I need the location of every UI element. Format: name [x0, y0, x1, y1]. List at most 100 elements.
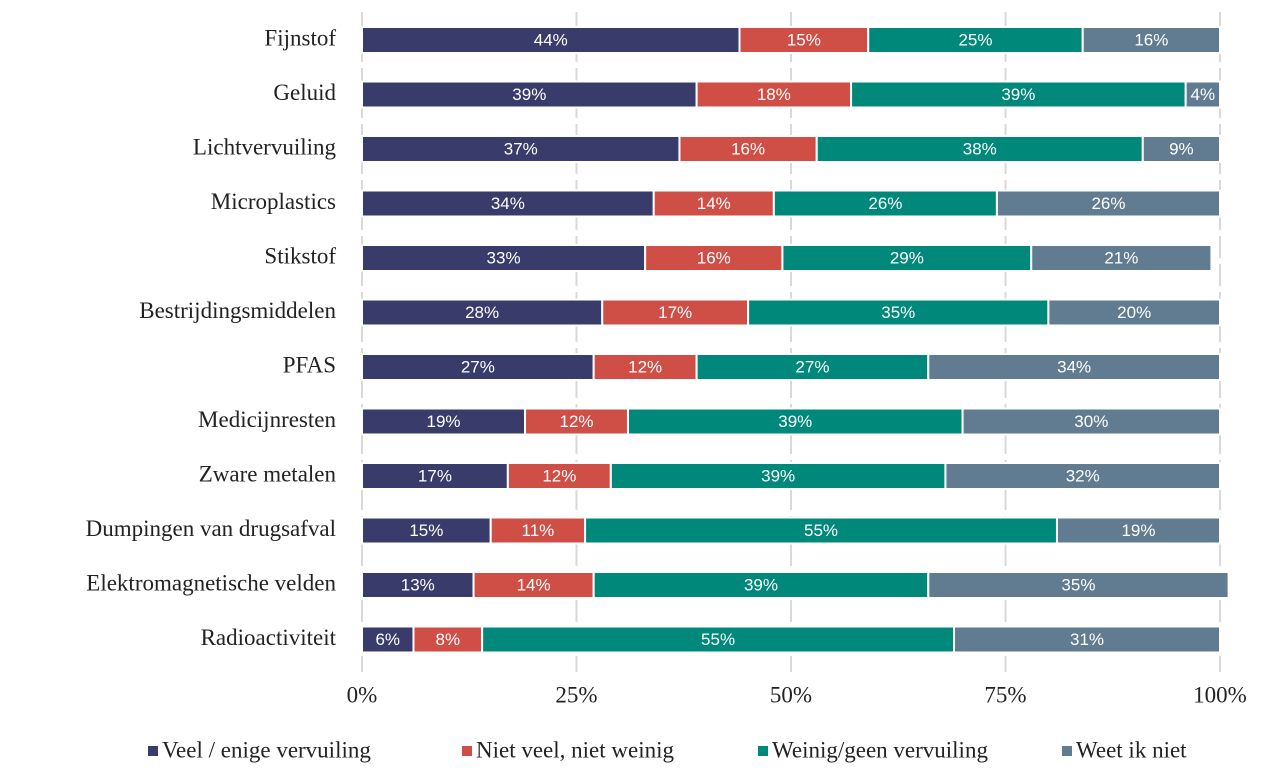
- data-label: 55%: [701, 630, 735, 649]
- legend-label: Veel / enige vervuiling: [162, 737, 371, 762]
- bar-segment: [361, 516, 492, 545]
- bar-segment: [361, 135, 681, 163]
- data-label: 21%: [1104, 248, 1138, 267]
- data-label: 20%: [1117, 303, 1151, 322]
- bar-segment: [472, 571, 595, 599]
- legend-swatch: [758, 746, 768, 756]
- legend-swatch: [1062, 746, 1072, 756]
- data-label: 34%: [491, 194, 525, 213]
- bar-segment: [361, 353, 595, 381]
- x-tick-label: 100%: [1193, 682, 1247, 707]
- y-tick-label: Lichtvervuiling: [193, 134, 337, 159]
- bar-segment: [644, 244, 784, 272]
- bar-segment: [944, 462, 1221, 490]
- y-tick-label: Medicijnresten: [198, 407, 336, 432]
- data-label: 19%: [426, 412, 460, 431]
- y-tick-label: Dumpingen van drugsafval: [86, 516, 336, 541]
- bar-segment: [361, 571, 475, 599]
- data-label: 9%: [1169, 139, 1194, 158]
- x-tick-label: 25%: [555, 682, 597, 707]
- legend-label: Weinig/geen vervuiling: [772, 737, 988, 762]
- y-tick-label: Bestrijdingsmiddelen: [139, 298, 336, 323]
- data-label: 12%: [559, 412, 593, 431]
- bar-segment: [652, 189, 775, 218]
- data-label: 27%: [461, 357, 495, 376]
- bar-segment: [412, 625, 484, 654]
- data-label: 55%: [804, 521, 838, 540]
- x-tick-label: 0%: [347, 682, 378, 707]
- bar-segment: [695, 353, 930, 381]
- data-label: 29%: [890, 248, 924, 267]
- legend-swatch: [462, 746, 472, 756]
- bar-segment: [1184, 80, 1222, 109]
- x-tick-label: 50%: [770, 682, 812, 707]
- data-label: 25%: [958, 30, 992, 49]
- data-label: 14%: [697, 194, 731, 213]
- data-label: 39%: [744, 575, 778, 594]
- bar-segment: [953, 625, 1222, 654]
- data-label: 12%: [542, 466, 576, 485]
- data-label: 26%: [868, 194, 902, 213]
- y-tick-label: Geluid: [273, 80, 336, 105]
- bar-segment: [1030, 244, 1213, 272]
- y-tick-label: Elektromagnetische velden: [86, 570, 336, 595]
- data-label: 17%: [418, 466, 452, 485]
- data-label: 26%: [1091, 194, 1125, 213]
- legend-label: Niet veel, niet weinig: [476, 737, 674, 762]
- y-tick-label: Zware metalen: [199, 461, 337, 486]
- data-label: 39%: [761, 466, 795, 485]
- bar-segment: [678, 135, 818, 163]
- data-label: 16%: [1134, 30, 1168, 49]
- data-label: 17%: [658, 303, 692, 322]
- bar-segment: [626, 407, 964, 436]
- data-label: 35%: [881, 303, 915, 322]
- bar-segment: [850, 80, 1187, 109]
- bar-segment: [361, 407, 527, 436]
- bar-segment: [738, 26, 870, 54]
- legend-swatch: [148, 746, 158, 756]
- data-label: 37%: [504, 139, 538, 158]
- data-label: 27%: [795, 357, 829, 376]
- bar-segment: [1047, 298, 1222, 327]
- y-tick-label: Radioactiviteit: [201, 625, 337, 650]
- data-label: 28%: [465, 303, 499, 322]
- bar-segment: [695, 80, 853, 109]
- data-label: 16%: [731, 139, 765, 158]
- x-tick-label: 75%: [984, 682, 1026, 707]
- data-label: 32%: [1066, 466, 1100, 485]
- bar-segment: [772, 189, 998, 218]
- data-label: 8%: [436, 630, 461, 649]
- data-label: 12%: [628, 357, 662, 376]
- data-label: 33%: [487, 248, 521, 267]
- data-label: 15%: [409, 521, 443, 540]
- bar-segment: [361, 80, 698, 109]
- y-tick-label: Fijnstof: [264, 25, 336, 50]
- data-label: 31%: [1070, 630, 1104, 649]
- data-label: 30%: [1074, 412, 1108, 431]
- y-tick-label: Microplastics: [211, 189, 336, 214]
- bar-segment: [961, 407, 1221, 436]
- bar-segment: [1081, 26, 1221, 54]
- data-label: 6%: [375, 630, 400, 649]
- data-label: 13%: [401, 575, 435, 594]
- bar-segment: [584, 516, 1058, 545]
- data-label: 34%: [1057, 357, 1091, 376]
- data-label: 39%: [512, 85, 546, 104]
- data-label: 11%: [522, 521, 555, 540]
- bar-segment: [781, 244, 1033, 272]
- legend-label: Weet ik niet: [1076, 737, 1187, 762]
- bar-segment: [361, 189, 655, 218]
- data-label: 4%: [1191, 85, 1216, 104]
- data-label: 38%: [963, 139, 997, 158]
- bar-segment: [592, 571, 930, 599]
- bar-segment: [1055, 516, 1221, 545]
- y-tick-label: PFAS: [283, 352, 336, 377]
- bar-segment: [506, 462, 612, 490]
- data-label: 14%: [517, 575, 551, 594]
- bar-segment: [815, 135, 1144, 163]
- data-label: 19%: [1121, 521, 1155, 540]
- data-label: 35%: [1061, 575, 1095, 594]
- bar-segment: [927, 571, 1230, 599]
- y-tick-label: Stikstof: [264, 243, 336, 268]
